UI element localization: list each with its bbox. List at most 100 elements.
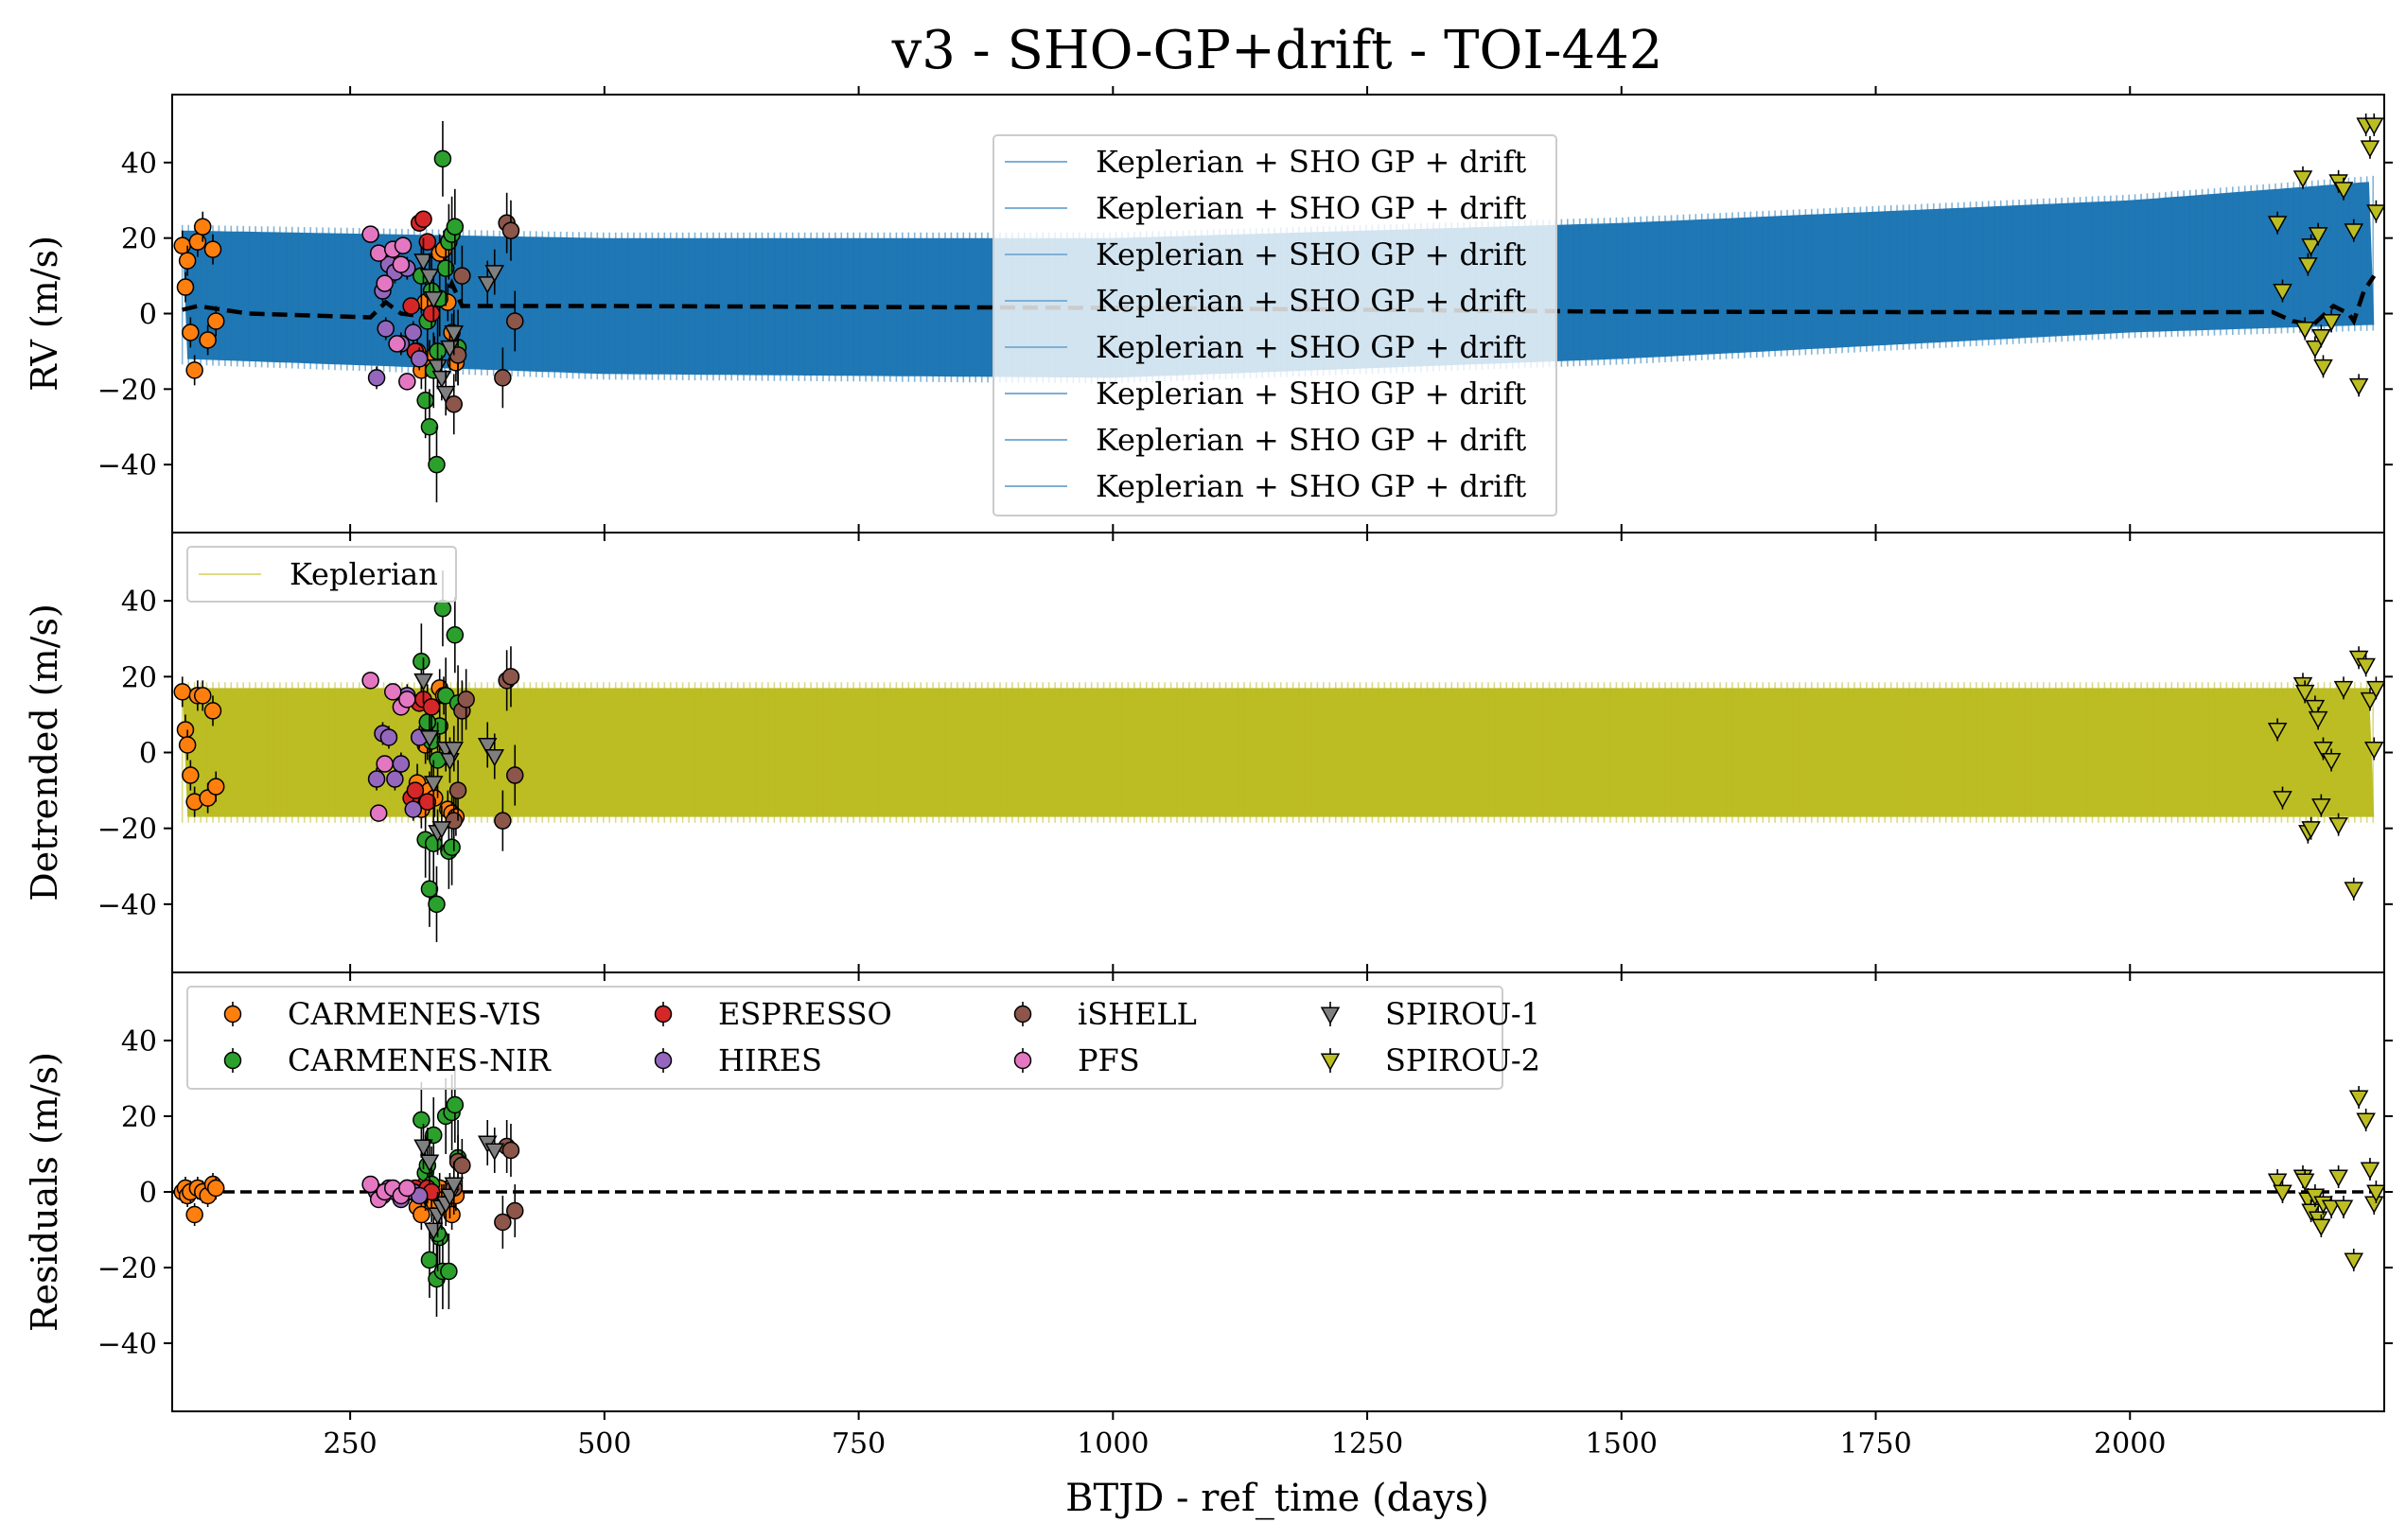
- legend-label: Keplerian + SHO GP + drift: [1096, 422, 1526, 458]
- data-point: [406, 781, 425, 799]
- series-carmenes-vis: [173, 211, 465, 390]
- data-point: [2366, 204, 2384, 222]
- data-point: [413, 653, 430, 671]
- data-point: [506, 1201, 524, 1220]
- data-point: [423, 291, 444, 309]
- data-point: [2267, 1173, 2288, 1191]
- data-point: [453, 1156, 471, 1175]
- y-tick-label: 0: [139, 738, 157, 771]
- data-point: [367, 369, 386, 387]
- legend-marker: [654, 1051, 673, 1070]
- data-point: [2298, 257, 2318, 275]
- y-tick-label: 20: [121, 223, 157, 256]
- data-point: [392, 255, 411, 273]
- data-point: [398, 691, 416, 709]
- x-axis-label: BTJD - ref_time (days): [1065, 1477, 1489, 1520]
- data-point: [2311, 1218, 2331, 1236]
- data-point: [494, 1213, 512, 1232]
- y-tick-label: −40: [97, 1328, 157, 1361]
- data-point: [2356, 1112, 2376, 1130]
- series-pfs: [361, 225, 416, 391]
- series-ishell: [445, 646, 524, 851]
- legend-label: Keplerian + SHO GP + drift: [1096, 376, 1526, 411]
- data-point: [446, 1095, 465, 1114]
- data-point: [433, 149, 452, 168]
- legend-box: [186, 986, 1503, 1090]
- data-point: [398, 373, 416, 391]
- data-point: [436, 259, 455, 277]
- data-point: [2328, 1169, 2348, 1187]
- data-point: [394, 236, 413, 254]
- y-axis-label: Residuals (m/s): [24, 1052, 65, 1332]
- x-tick-label: 750: [832, 1427, 886, 1461]
- data-point: [418, 713, 437, 731]
- data-point: [448, 781, 467, 799]
- model-band: [182, 688, 2375, 817]
- data-point: [178, 736, 197, 754]
- legend-label: iSHELL: [1078, 996, 1197, 1032]
- data-point: [2321, 1199, 2342, 1217]
- data-point: [2344, 1252, 2364, 1270]
- data-point: [173, 683, 191, 701]
- plot-area: [172, 1067, 2384, 1317]
- data-point: [361, 672, 379, 690]
- data-point: [433, 599, 452, 618]
- data-point: [2294, 1173, 2315, 1191]
- legend-label: Keplerian + SHO GP + drift: [1096, 329, 1526, 365]
- legend-box: [992, 134, 1557, 516]
- data-point: [376, 755, 394, 773]
- data-point: [416, 392, 434, 410]
- data-point: [369, 804, 388, 822]
- data-point: [506, 312, 524, 330]
- data-point: [420, 1251, 439, 1269]
- data-point: [2321, 313, 2342, 332]
- data-point: [2267, 722, 2288, 741]
- data-point: [2294, 684, 2315, 703]
- data-point: [2321, 753, 2342, 771]
- data-point: [419, 729, 440, 748]
- data-point: [2356, 657, 2376, 676]
- data-point: [203, 240, 222, 258]
- data-point: [182, 324, 200, 341]
- data-point: [484, 1143, 505, 1161]
- data-point: [494, 369, 512, 387]
- data-point: [2333, 680, 2354, 699]
- data-point: [413, 1139, 433, 1157]
- data-point: [206, 778, 225, 796]
- data-point: [418, 233, 437, 251]
- data-point: [386, 770, 404, 788]
- data-point: [423, 776, 444, 794]
- data-point: [2308, 227, 2328, 245]
- data-point: [206, 312, 225, 330]
- series-spirou-2: [2267, 1086, 2384, 1271]
- legend-marker: [1320, 1006, 1341, 1024]
- series-carmenes-nir: [413, 570, 467, 942]
- legend-label: SPIROU-1: [1385, 996, 1540, 1032]
- y-tick-label: −20: [97, 1252, 157, 1286]
- data-point: [2301, 821, 2321, 839]
- data-point: [413, 254, 433, 271]
- data-point: [185, 361, 203, 379]
- data-point: [2366, 680, 2384, 699]
- data-point: [203, 702, 222, 720]
- panel-residuals: −40 −20 0 20 40 250 500 750 1000 1250 1500 1750 2000…: [24, 964, 2393, 1461]
- series-espresso: [402, 210, 441, 360]
- data-point: [379, 728, 398, 746]
- data-point: [420, 880, 439, 899]
- data-point: [410, 350, 429, 368]
- data-point: [2363, 117, 2384, 135]
- legend-label: ESPRESSO: [718, 996, 892, 1032]
- y-tick-label: −20: [97, 814, 157, 847]
- legend-label: Keplerian: [290, 556, 438, 592]
- data-point: [2333, 1199, 2354, 1217]
- data-point: [440, 1262, 458, 1281]
- data-point: [484, 749, 505, 767]
- data-point: [193, 218, 212, 236]
- data-point: [2363, 741, 2384, 760]
- data-point: [392, 755, 411, 773]
- y-tick-label: 40: [121, 148, 157, 181]
- y-tick-label: 20: [121, 1101, 157, 1134]
- legend-label: Keplerian + SHO GP + drift: [1096, 236, 1526, 272]
- data-point: [431, 821, 452, 839]
